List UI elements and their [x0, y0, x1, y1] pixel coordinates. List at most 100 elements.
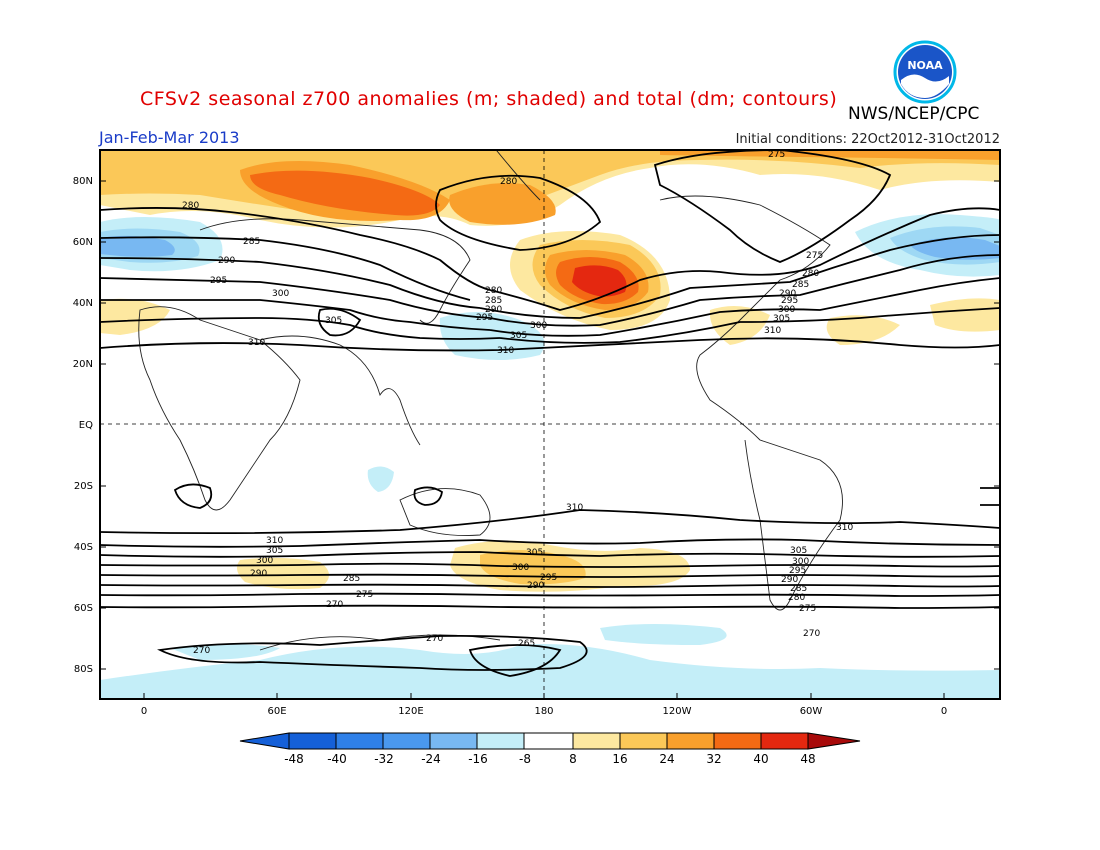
contour-label: 295 — [789, 566, 806, 576]
contour-label: 290 — [779, 289, 796, 299]
colorbar-swatch — [429, 732, 478, 750]
colorbar-tick: -8 — [519, 752, 531, 766]
colorbar-swatch — [572, 732, 621, 750]
colorbar-tick: 32 — [706, 752, 721, 766]
colorbar-swatch — [760, 732, 809, 750]
lat-label: 80S — [74, 664, 93, 675]
colorbar-swatch — [335, 732, 384, 750]
lat-label: 20S — [74, 481, 93, 492]
contour-label: 285 — [243, 237, 260, 247]
colorbar-left-arrow — [239, 732, 290, 750]
contour-label: 305 — [266, 546, 283, 556]
colorbar-tick: 16 — [612, 752, 627, 766]
contour-label: 280 — [500, 177, 517, 187]
contour-label: 280 — [485, 286, 502, 296]
colorbar-tick: 8 — [569, 752, 577, 766]
contour-label: 270 — [326, 600, 343, 610]
contour-label: 310 — [566, 503, 583, 513]
contour-label: 275 — [799, 604, 816, 614]
colorbar-tick: -48 — [284, 752, 304, 766]
contour-label: 265 — [518, 639, 535, 649]
lon-label: 120W — [663, 706, 692, 717]
contour-label: 280 — [788, 593, 805, 603]
lon-label: 120E — [398, 706, 423, 717]
lon-label: 60W — [800, 706, 823, 717]
longitude-ticks — [143, 693, 945, 699]
lat-label: 60N — [73, 237, 93, 248]
contour-label: 290 — [781, 575, 798, 585]
lat-label: 40N — [73, 298, 93, 309]
colorbar-swatch — [382, 732, 431, 750]
lon-label: 0 — [941, 706, 947, 717]
agency-label: NWS/NCEP/CPC — [848, 104, 980, 124]
contour-label: 290 — [485, 305, 502, 315]
lat-label: EQ — [79, 420, 93, 431]
contour-label: 300 — [778, 305, 795, 315]
period-label: Jan-Feb-Mar 2013 — [99, 128, 240, 147]
lon-label: 0 — [141, 706, 147, 717]
contour-label: 295 — [781, 296, 798, 306]
colorbar-tick: -40 — [327, 752, 347, 766]
figure-title: CFSv2 seasonal z700 anomalies (m; shaded… — [140, 88, 838, 110]
lat-label: 60S — [74, 603, 93, 614]
contour-label: 290 — [527, 581, 544, 591]
initial-conditions-label: Initial conditions: 22Oct2012-31Oct2012 — [735, 132, 1000, 147]
contour-label: 295 — [210, 276, 227, 286]
colorbar-tick: 40 — [753, 752, 768, 766]
contour-label: 310 — [497, 346, 514, 356]
colorbar-ticks: -48 -40 -32 -24 -16 -8 8 16 24 32 40 48 — [284, 752, 815, 766]
lat-label: 40S — [74, 542, 93, 553]
contour-label: 280 — [802, 269, 819, 279]
lat-label: 20N — [73, 359, 93, 370]
height-contours — [100, 150, 1000, 677]
contour-label: 285 — [792, 280, 809, 290]
colorbar-tick: -24 — [421, 752, 441, 766]
contour-label: 300 — [256, 556, 273, 566]
contour-label: 305 — [325, 316, 342, 326]
contour-label: 270 — [426, 634, 443, 644]
contour-label: 300 — [792, 557, 809, 567]
colorbar-swatch — [476, 732, 525, 750]
contour-label: 305 — [526, 548, 543, 558]
contour-label: 310 — [764, 326, 781, 336]
colorbar-tick: -16 — [468, 752, 488, 766]
contour-label: 275 — [768, 150, 785, 160]
contour-label: 305 — [510, 331, 527, 341]
contour-label: 270 — [803, 629, 820, 639]
contour-label: 270 — [193, 646, 210, 656]
latitude-ticks — [100, 180, 1000, 670]
latitude-axis: 80N 60N 40N 20N EQ 20S 40S 60S 80S — [73, 176, 93, 675]
longitude-axis: 0 60E 120E 180 120W 60W 0 — [141, 706, 947, 717]
colorbar-swatch — [666, 732, 715, 750]
colorbar-tick: 24 — [659, 752, 674, 766]
contour-label: 295 — [540, 573, 557, 583]
lat-label: 80N — [73, 176, 93, 187]
contour-label: 300 — [272, 289, 289, 299]
contour-label: 300 — [512, 563, 529, 573]
contour-label: 285 — [790, 584, 807, 594]
contour-label: 275 — [806, 251, 823, 261]
colorbar-swatch — [713, 732, 762, 750]
colorbar-swatch — [619, 732, 668, 750]
colorbar-swatch — [523, 732, 574, 750]
contour-label: 300 — [530, 321, 547, 331]
contour-label: 295 — [476, 313, 493, 323]
contour-label-group: 275 280 280 285 290 295 300 305 310 280 … — [182, 150, 853, 656]
contour-label: 305 — [773, 314, 790, 324]
svg-text:NOAA: NOAA — [907, 59, 943, 72]
contour-label: 275 — [356, 590, 373, 600]
contour-label: 285 — [485, 296, 502, 306]
contour-label: 290 — [218, 256, 235, 266]
contour-label: 310 — [836, 523, 853, 533]
contour-label: 290 — [250, 569, 267, 579]
contour-label: 310 — [248, 338, 265, 348]
lon-label: 60E — [267, 706, 286, 717]
colorbar-tick: -32 — [374, 752, 394, 766]
colorbar-swatch — [288, 732, 337, 750]
contour-label: 280 — [182, 201, 199, 211]
contour-label: 310 — [266, 536, 283, 546]
map-frame — [99, 149, 1001, 700]
lon-label: 180 — [534, 706, 553, 717]
